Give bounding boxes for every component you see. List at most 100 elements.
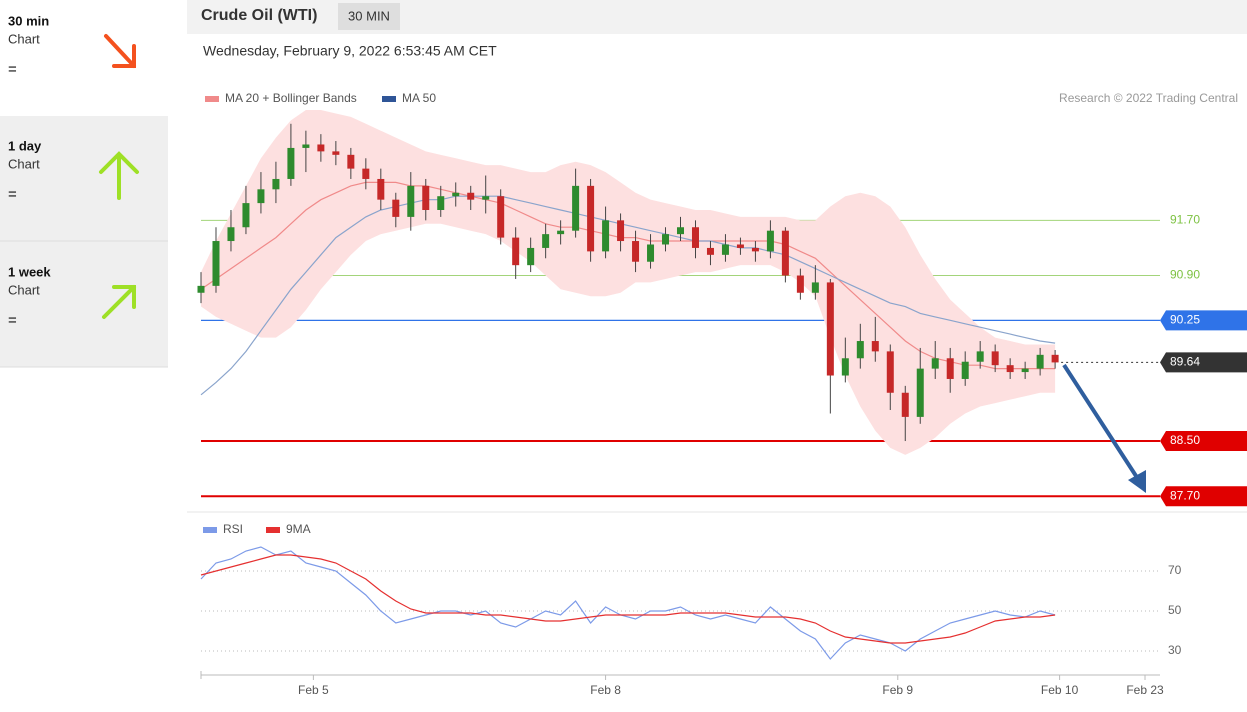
candle-body (212, 241, 219, 286)
series-line (201, 547, 1055, 659)
level-label: 88.50 (1170, 433, 1200, 447)
candle-body (377, 179, 384, 200)
candle-body (1037, 355, 1044, 369)
candle-body (887, 351, 894, 392)
candle-body (242, 203, 249, 227)
label: Chart (8, 282, 40, 297)
candle-body (932, 358, 939, 368)
legend-swatch (266, 527, 280, 533)
candle-body (482, 196, 489, 199)
y-tick-label: 30 (1168, 643, 1182, 657)
candle-body (872, 341, 879, 351)
candle-body (617, 220, 624, 241)
candle-body (452, 193, 459, 196)
candle-body (422, 186, 429, 210)
candle-body (962, 362, 969, 379)
level-label: 90.25 (1170, 313, 1200, 327)
candle-body (977, 351, 984, 361)
candle-body (602, 220, 609, 251)
candle-body (917, 369, 924, 417)
candle-body (857, 341, 864, 358)
plot: Research © 2022 Trading Central 91.70 90.9… (198, 91, 1247, 697)
credit: Research © 2022 Trading Central (1059, 91, 1238, 105)
series-line (201, 555, 1055, 643)
x-tick-label: Feb 5 (298, 683, 329, 697)
sidebar-item[interactable] (0, 241, 168, 367)
y-tick-label: 70 (1168, 563, 1182, 577)
candle-body (827, 282, 834, 375)
candle-body (467, 193, 474, 200)
candle-body (362, 169, 369, 179)
candle-body (737, 244, 744, 247)
level-label: 89.64 (1170, 355, 1200, 369)
candle-body (842, 358, 849, 375)
candle-body (407, 186, 414, 217)
candle-body (302, 144, 309, 147)
candle-body (287, 148, 294, 179)
candle-body (512, 238, 519, 266)
legend-label: MA 50 (402, 91, 436, 105)
x-tick-label: Feb 8 (590, 683, 621, 697)
instrument-title: Crude Oil (WTI) (201, 7, 317, 24)
candle-body (677, 227, 684, 234)
candle-body (392, 200, 399, 217)
timestamp: Wednesday, February 9, 2022 6:53:45 AM C… (203, 43, 497, 59)
label: Chart (8, 31, 40, 46)
candle-body (647, 244, 654, 261)
candle-body (527, 248, 534, 265)
candle-body (572, 186, 579, 231)
x-tick-label: Feb 23 (1126, 683, 1164, 697)
candle-body (227, 227, 234, 241)
period: 30 min (8, 13, 49, 28)
candle-body (437, 196, 444, 210)
level-label: 90.90 (1170, 268, 1200, 282)
candle-body (1007, 365, 1014, 372)
x-tick-label: Feb 10 (1041, 683, 1079, 697)
level-label: 91.70 (1170, 213, 1200, 227)
candle-body (317, 144, 324, 151)
value: = (8, 61, 17, 78)
candle-body (692, 227, 699, 248)
y-tick-label: 50 (1168, 603, 1182, 617)
value: = (8, 186, 17, 203)
legend-label: 9MA (286, 522, 311, 536)
candle-body (632, 241, 639, 262)
period: 1 week (8, 264, 51, 279)
candle-body (587, 186, 594, 252)
legend-swatch (205, 96, 219, 102)
candle-body (272, 179, 279, 189)
sidebar-item[interactable] (0, 116, 168, 241)
candle-body (767, 231, 774, 252)
legend-label: RSI (223, 522, 243, 536)
candle-body (257, 189, 264, 203)
candle-body (332, 151, 339, 154)
candle-body (662, 234, 669, 244)
label: Chart (8, 156, 40, 171)
candle-body (557, 231, 564, 234)
value: = (8, 312, 17, 329)
candle-body (1022, 369, 1029, 372)
candle-body (992, 351, 999, 365)
candle-body (752, 248, 759, 251)
candle-body (198, 286, 205, 293)
candle-body (1052, 355, 1059, 363)
candle-body (347, 155, 354, 169)
legend-swatch (203, 527, 217, 533)
candle-body (812, 282, 819, 292)
candle-body (497, 196, 504, 237)
candle-body (797, 276, 804, 293)
candle-body (707, 248, 714, 255)
candle-body (947, 358, 954, 379)
level-label: 87.70 (1170, 488, 1200, 502)
period: 1 day (8, 138, 42, 153)
candle-body (902, 393, 909, 417)
bollinger-band (201, 110, 1055, 455)
x-tick-label: Feb 9 (882, 683, 913, 697)
forecast-arrow (1064, 365, 1146, 493)
candle-body (722, 244, 729, 254)
legend-label: MA 20 + Bollinger Bands (225, 91, 357, 105)
legend-swatch (382, 96, 396, 102)
candle-body (782, 231, 789, 276)
